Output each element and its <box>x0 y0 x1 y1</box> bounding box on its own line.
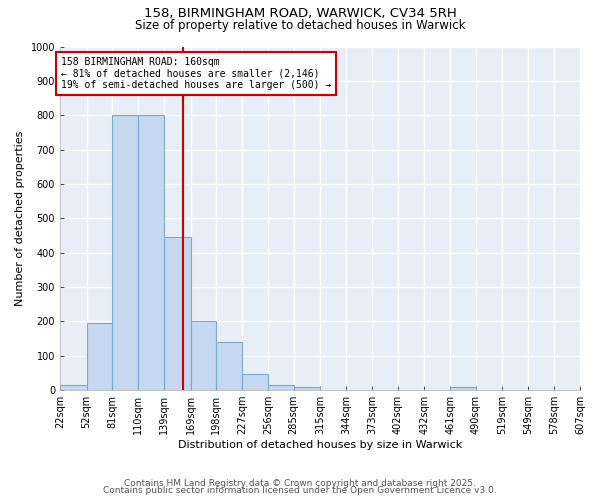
Bar <box>138 115 164 390</box>
Text: 158 BIRMINGHAM ROAD: 160sqm
← 81% of detached houses are smaller (2,146)
19% of : 158 BIRMINGHAM ROAD: 160sqm ← 81% of det… <box>61 57 331 90</box>
Bar <box>294 386 320 390</box>
Bar <box>217 342 242 390</box>
Text: 158, BIRMINGHAM ROAD, WARWICK, CV34 5RH: 158, BIRMINGHAM ROAD, WARWICK, CV34 5RH <box>143 8 457 20</box>
Bar <box>112 115 138 390</box>
Bar <box>450 388 476 390</box>
Y-axis label: Number of detached properties: Number of detached properties <box>15 130 25 306</box>
Bar <box>191 322 217 390</box>
Text: Contains public sector information licensed under the Open Government Licence v3: Contains public sector information licen… <box>103 486 497 495</box>
Text: Contains HM Land Registry data © Crown copyright and database right 2025.: Contains HM Land Registry data © Crown c… <box>124 478 476 488</box>
Bar <box>86 323 112 390</box>
Text: Size of property relative to detached houses in Warwick: Size of property relative to detached ho… <box>135 19 465 32</box>
Bar <box>242 374 268 390</box>
Bar <box>164 237 191 390</box>
Bar <box>268 385 294 390</box>
Bar <box>60 385 86 390</box>
X-axis label: Distribution of detached houses by size in Warwick: Distribution of detached houses by size … <box>178 440 462 450</box>
